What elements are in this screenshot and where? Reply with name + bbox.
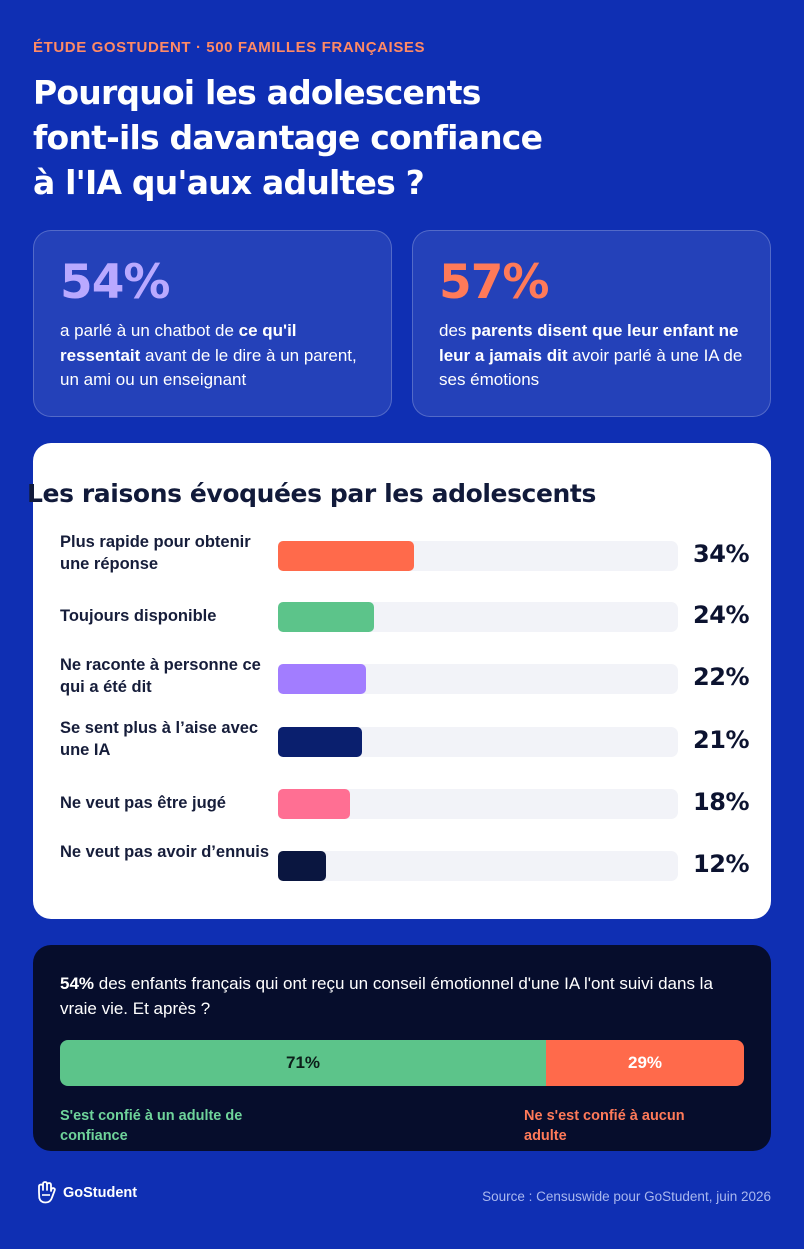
page-title-line-1: Pourquoi les adolescents xyxy=(33,73,481,112)
bar-value-label: 24% xyxy=(693,601,749,629)
chart-title: Les raisons évoquées par les adolescents xyxy=(27,479,596,508)
stat-value: 54% xyxy=(60,255,171,310)
bar xyxy=(278,602,374,632)
page-title-line-3: à l'IA qu'aux adultes ? xyxy=(33,163,425,202)
stat-text-part: des xyxy=(439,321,472,340)
gostudent-hand-icon xyxy=(38,1181,56,1204)
page-title-line-2: font-ils davantage confiance xyxy=(33,118,543,157)
stat-emphasis: parents disent que leur enfant ne leur a… xyxy=(439,321,739,365)
stat-text-part: avant de le dire à un parent, un ami ou … xyxy=(60,345,357,390)
bar-track xyxy=(278,602,678,632)
bar-category-label: Se sent plus à l’aise avec une IA xyxy=(60,719,259,759)
stat-card-parents: 57% des parents disent que leur enfant n… xyxy=(412,230,771,417)
legend-not-confided: Ne s'est confié à aucun adulte xyxy=(524,1108,685,1144)
source-note: Source : Censuswide pour GoStudent, juin… xyxy=(482,1189,771,1204)
stat-value: 57% xyxy=(439,255,550,310)
bar xyxy=(278,541,414,571)
split-segment-not-confided: 29% xyxy=(546,1040,744,1086)
bar-category-label: Ne veut pas être jugé xyxy=(60,794,226,812)
bar xyxy=(278,664,366,694)
page-title: Pourquoi les adolescents font-ils davant… xyxy=(33,70,653,205)
bar-track xyxy=(278,851,678,881)
bar xyxy=(278,789,350,819)
followup-text: 54% des enfants français qui ont reçu un… xyxy=(60,971,750,1021)
followup-lead-value: 54% xyxy=(60,974,95,993)
stat-text-part: avoir parlé à une IA de ses émotions xyxy=(439,345,743,390)
reasons-bar-chart: Plus rapide pour obtenir une réponse 34% T… xyxy=(33,443,771,919)
bar-value-label: 18% xyxy=(693,788,749,816)
bar-value-label: 21% xyxy=(693,726,749,754)
stat-text-part: a parlé à un chatbot de xyxy=(60,321,239,340)
bar-category-label: Ne veut pas avoir d’ennuis xyxy=(60,843,270,861)
followup-card: 54% des enfants français qui ont reçu un… xyxy=(33,945,771,1151)
bar-value-label: 22% xyxy=(693,663,749,691)
bar-track xyxy=(278,664,678,694)
bar-category-label: Plus rapide pour obtenir une réponse xyxy=(60,533,251,573)
split-segment-confided: 71% xyxy=(60,1040,546,1086)
bar-category-label: Toujours disponible xyxy=(60,607,217,625)
bar-value-label: 12% xyxy=(693,850,749,878)
bar-value-label: 34% xyxy=(693,540,749,568)
bar-track xyxy=(278,727,678,757)
stat-emphasis: ce qu'il ressentait xyxy=(60,321,297,365)
followup-lead-text: des enfants français qui ont reçu un con… xyxy=(60,974,713,1018)
stat-description: des parents disent que leur enfant ne le… xyxy=(439,319,744,393)
bar xyxy=(278,851,326,881)
split-bar: 71% 29% xyxy=(60,1040,744,1086)
brand-name: GoStudent xyxy=(63,1185,138,1201)
bar xyxy=(278,727,362,757)
bar-category-label: Ne raconte à personne ce qui a été dit xyxy=(60,656,261,696)
bar-track xyxy=(278,789,678,819)
kicker: ÉTUDE GOSTUDENT · 500 FAMILLES FRANÇAISE… xyxy=(33,39,426,56)
stat-card-chatbot: 54% a parlé à un chatbot de ce qu'il res… xyxy=(33,230,392,417)
legend-confided: S'est confié à un adulte de confiance xyxy=(60,1108,243,1144)
stat-description: a parlé à un chatbot de ce qu'il ressent… xyxy=(60,319,365,393)
bar-track xyxy=(278,541,678,571)
gostudent-logo: GoStudent xyxy=(35,1181,137,1205)
